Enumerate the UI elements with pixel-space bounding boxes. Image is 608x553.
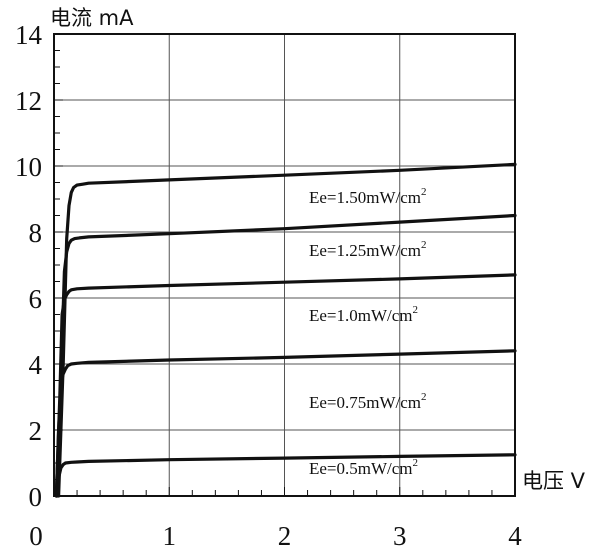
curve-label: Ee=1.0mW/cm2	[309, 304, 418, 325]
curve-label-superscript: 2	[421, 391, 427, 403]
y-tick-label: 14	[15, 20, 43, 50]
y-tick-label: 2	[29, 416, 43, 446]
y-tick-label: 10	[15, 152, 42, 182]
curve-label-superscript: 2	[421, 186, 427, 198]
y-tick-labels: 0 2 4 6 8 10 12 14	[15, 20, 43, 512]
grid	[54, 34, 515, 496]
x-tick-labels: 0 1 2 3 4	[29, 521, 522, 551]
curve-line	[54, 349, 517, 498]
x-tick-label: 2	[278, 521, 292, 551]
curve-line	[57, 162, 517, 498]
curve-label: Ee=0.5mW/cm2	[309, 457, 418, 478]
x-tick-label: 3	[393, 521, 407, 551]
curve-label-superscript: 2	[413, 304, 419, 316]
y-axis-title: 电流 mA	[50, 6, 134, 30]
y-tick-label: 8	[29, 218, 43, 248]
x-axis-title: 电压 V	[522, 469, 586, 493]
curve-label: Ee=0.75mW/cm2	[309, 391, 427, 412]
curve-line	[54, 273, 517, 498]
y-tick-label: 4	[29, 350, 43, 380]
curve-label: Ee=1.50mW/cm2	[309, 186, 427, 207]
x-tick-label: 4	[508, 521, 522, 551]
curve-label-superscript: 2	[413, 457, 419, 469]
y-tick-label: 0	[29, 482, 43, 512]
x-tick-label: 1	[163, 521, 177, 551]
curve-label: Ee=1.25mW/cm2	[309, 239, 427, 260]
y-tick-label: 6	[29, 284, 43, 314]
plot-frame	[53, 33, 516, 497]
curves	[54, 162, 517, 498]
x-tick-label: 0	[29, 521, 43, 551]
curve-label-superscript: 2	[421, 239, 427, 251]
y-tick-label: 12	[15, 86, 42, 116]
curve-labels: Ee=0.5mW/cm2 Ee=0.75mW/cm2 Ee=1.0mW/cm2 Ee=…	[309, 186, 427, 478]
curve-line	[54, 453, 517, 498]
